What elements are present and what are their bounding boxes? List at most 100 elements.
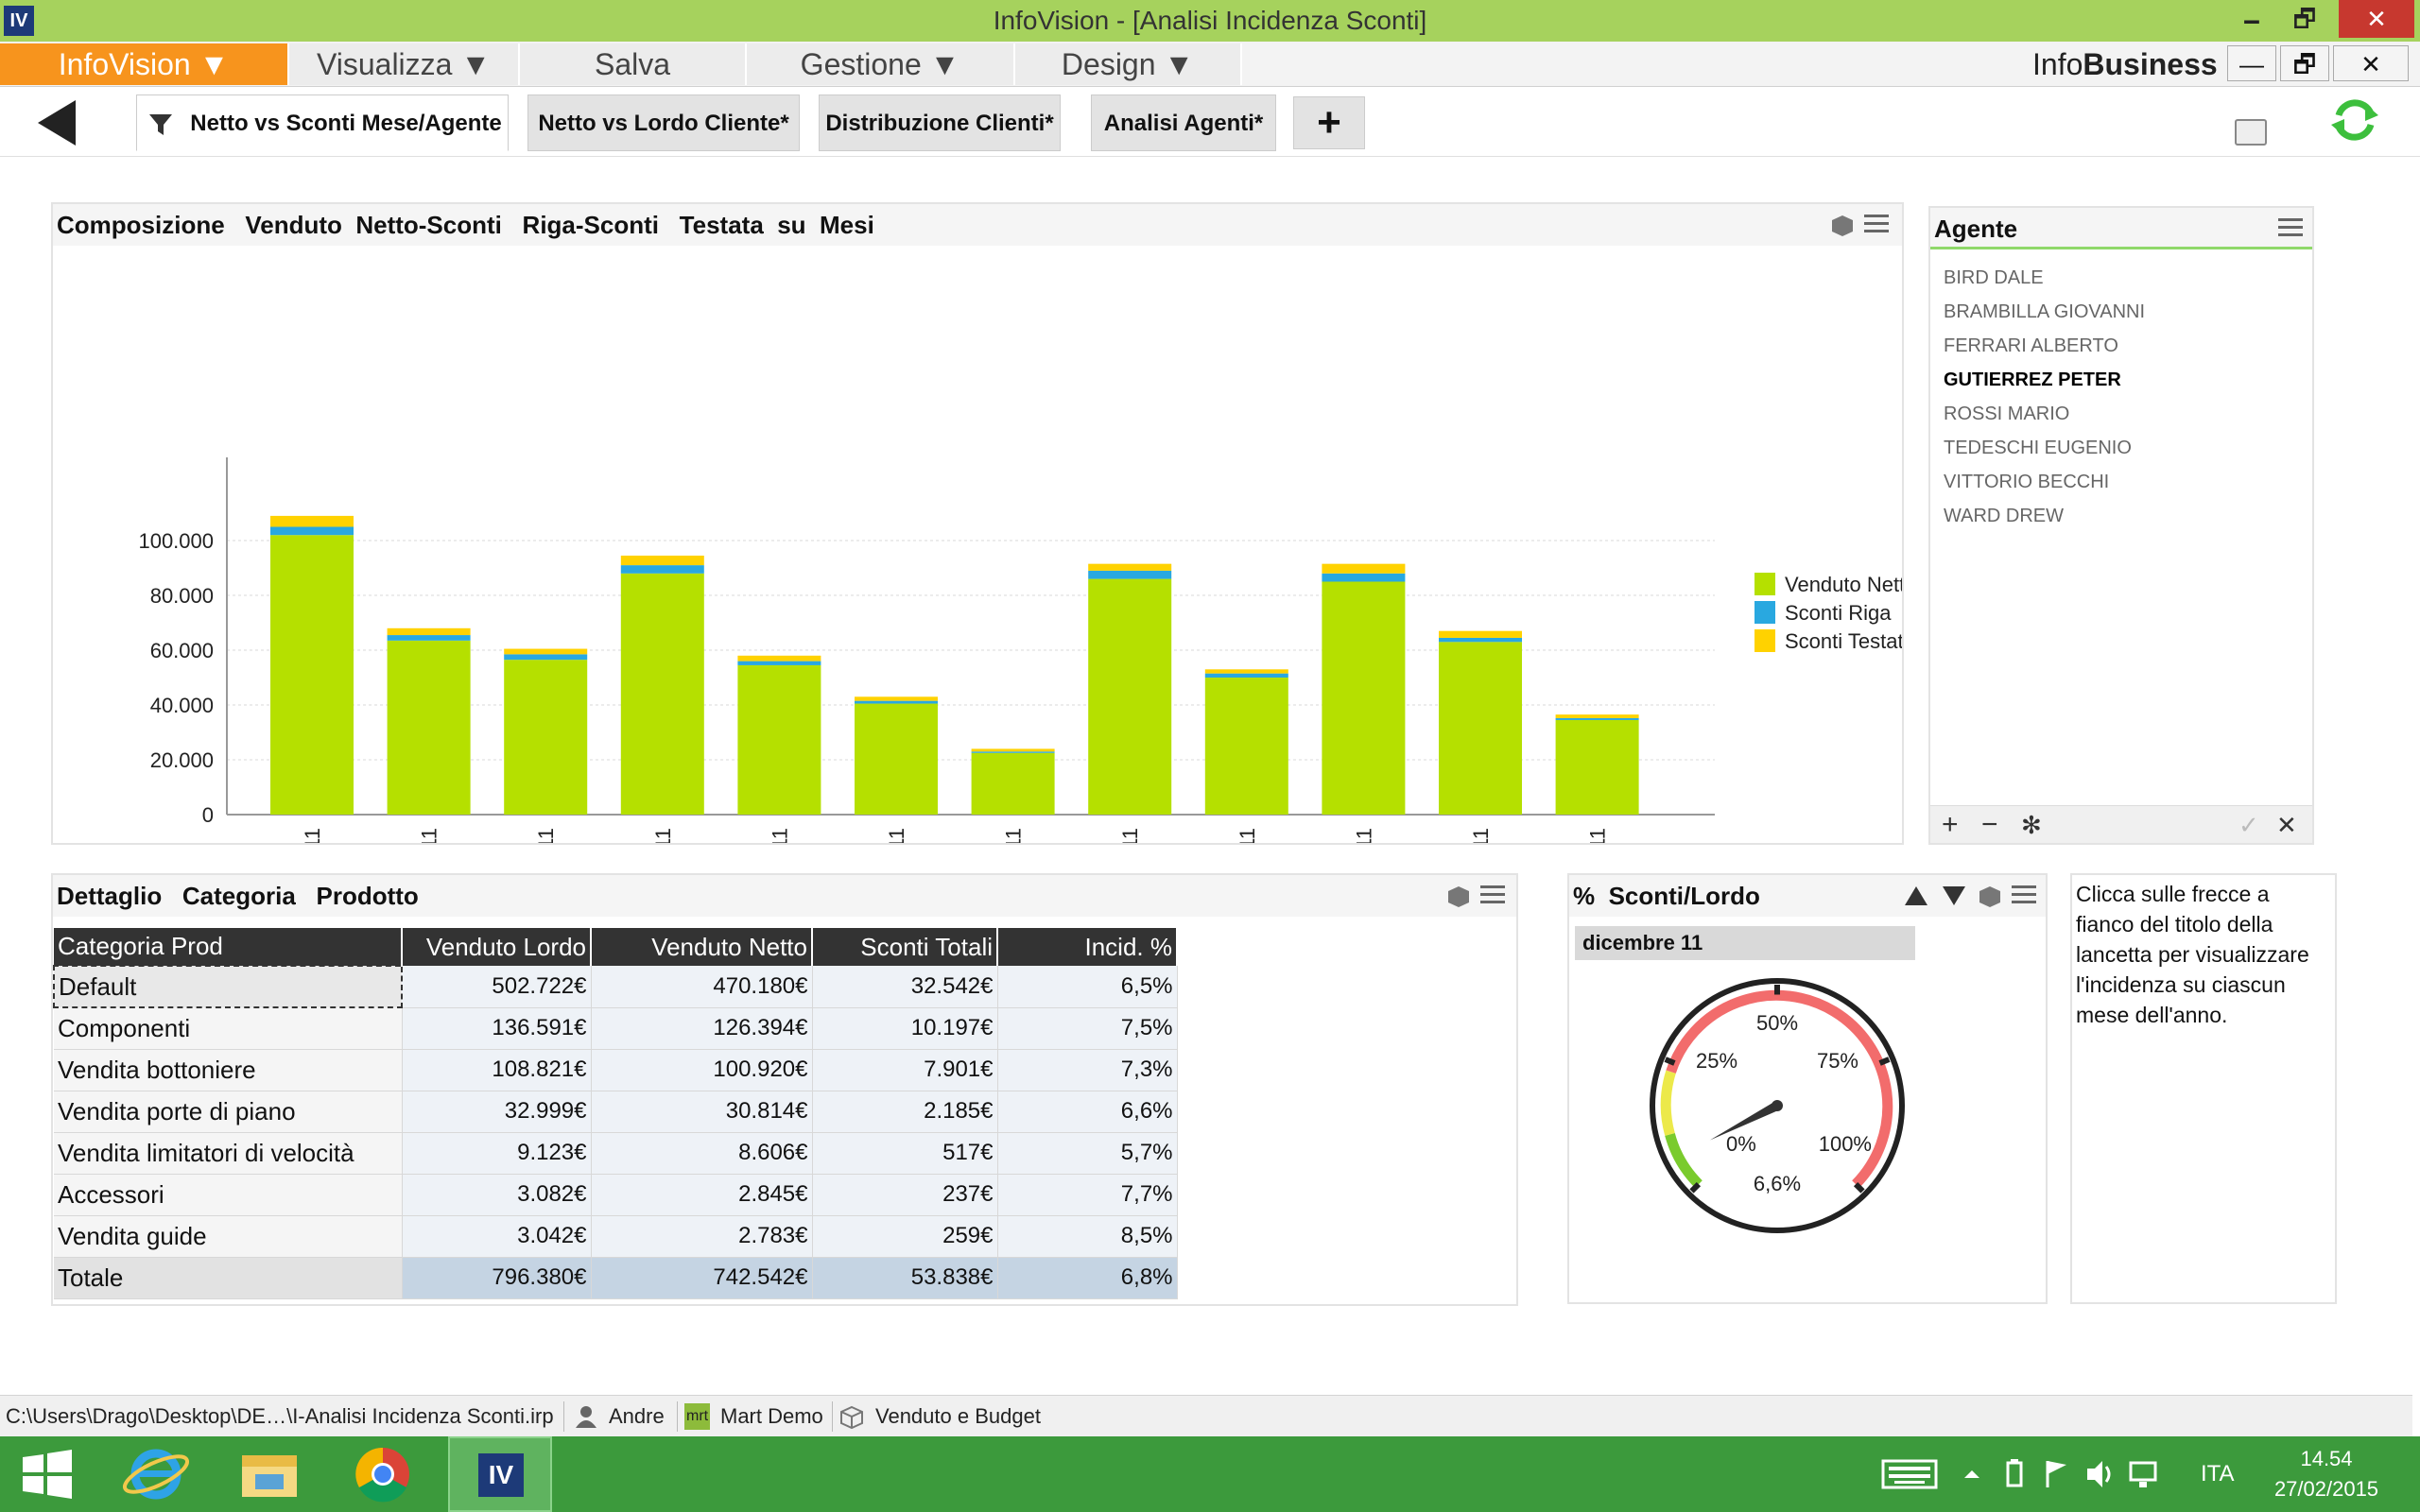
flag-icon[interactable]: [2042, 1455, 2070, 1493]
power-icon[interactable]: [2000, 1455, 2029, 1493]
gauge-tick-0: [1689, 1181, 1702, 1194]
cube-icon[interactable]: [1446, 885, 1471, 909]
category-cell[interactable]: Vendita guide: [54, 1215, 403, 1258]
confirm-icon[interactable]: ✓: [2238, 811, 2259, 839]
document-close-button[interactable]: ✕: [2333, 45, 2409, 81]
chart-menu-icon[interactable]: [1864, 210, 1889, 238]
agent-item-selected[interactable]: GUTIERREZ PETER: [1944, 369, 2121, 390]
bar-segment: [1555, 719, 1639, 815]
bar-segment: [971, 752, 1055, 815]
arrow-down-icon[interactable]: [1942, 885, 1966, 907]
column-header[interactable]: Categoria Prod: [54, 928, 403, 966]
value-cell: 502.722€: [402, 966, 592, 1008]
file-path: C:\Users\Drago\Desktop\DE…\I-Analisi Inc…: [6, 1404, 554, 1428]
bar-segment: [620, 573, 704, 815]
legend-swatch: [1754, 601, 1775, 624]
tab-netto-vs-lordo-cliente[interactable]: Netto vs Lordo Cliente*: [527, 94, 800, 151]
column-header[interactable]: Venduto Lordo: [402, 928, 592, 966]
tab-distribuzione-clienti[interactable]: Distribuzione Clienti*: [819, 94, 1061, 151]
total-cell: 742.542€: [591, 1257, 813, 1299]
tab-netto-vs-sconti[interactable]: Netto vs Sconti Mese/Agente: [136, 94, 509, 151]
volume-icon[interactable]: [2083, 1455, 2116, 1493]
gauge-tick-25: [1664, 1057, 1676, 1066]
refresh-icon[interactable]: [2329, 94, 2380, 146]
agent-menu-icon[interactable]: [2278, 214, 2303, 242]
gauge: 50% 25% 75% 0% 100% 6,6%: [1650, 978, 1905, 1233]
bar-segment: [1555, 717, 1639, 720]
back-arrow-icon[interactable]: [34, 98, 81, 147]
bar-segment: [387, 627, 471, 636]
agent-item[interactable]: VITTORIO BECCHI: [1944, 472, 2110, 492]
bar-segment: [855, 700, 938, 704]
clock[interactable]: 14.54 27/02/2015: [2265, 1444, 2388, 1504]
infovision-taskbar-button[interactable]: IV: [448, 1436, 552, 1512]
table-menu-icon[interactable]: [1480, 881, 1505, 909]
remove-icon[interactable]: −: [1981, 809, 1998, 840]
chrome-icon[interactable]: [331, 1436, 435, 1512]
document-restore-button[interactable]: 🗗: [2280, 45, 2329, 81]
x-tick-label: ottobre 11: [1352, 828, 1375, 843]
category-cell[interactable]: Vendita bottoniere: [54, 1049, 403, 1091]
bookmark-icon[interactable]: [2235, 119, 2267, 146]
legend-swatch: [1754, 629, 1775, 652]
menu-visualizza[interactable]: Visualizza ▼: [289, 43, 520, 85]
maximize-button[interactable]: 🗗: [2292, 5, 2317, 33]
agent-item[interactable]: ROSSI MARIO: [1944, 404, 2070, 424]
table-row[interactable]: Default 502.722€ 470.180€ 32.542€ 6,5%: [53, 965, 1178, 1008]
close-button[interactable]: ✕: [2339, 0, 2414, 38]
table-row[interactable]: Vendita porte di piano 32.999€ 30.814€ 2…: [54, 1091, 1178, 1133]
keyboard-icon[interactable]: [1881, 1455, 1938, 1493]
clock-date: 27/02/2015: [2273, 1477, 2379, 1501]
gauge-label-0: 0%: [1726, 1132, 1756, 1156]
category-cell[interactable]: Componenti: [54, 1007, 403, 1050]
menu-gestione[interactable]: Gestione ▼: [747, 43, 1015, 85]
tab-label: Netto vs Sconti Mese/Agente: [190, 111, 502, 136]
agent-item[interactable]: BRAMBILLA GIOVANNI: [1944, 301, 2146, 322]
cube-icon[interactable]: [1830, 214, 1855, 238]
table-row[interactable]: Vendita bottoniere 108.821€ 100.920€ 7.9…: [54, 1049, 1178, 1091]
internet-explorer-icon[interactable]: [104, 1436, 208, 1512]
agent-item[interactable]: FERRARI ALBERTO: [1944, 335, 2118, 356]
menu-design[interactable]: Design ▼: [1015, 43, 1242, 85]
minimize-button[interactable]: 🗕: [2242, 5, 2261, 33]
menu-salva[interactable]: Salva: [520, 43, 747, 85]
cube-icon[interactable]: [1978, 885, 2002, 909]
category-cell[interactable]: Vendita limitatori di velocità: [54, 1132, 403, 1175]
value-cell: 2.783€: [591, 1215, 813, 1258]
add-tab-button[interactable]: +: [1293, 96, 1365, 149]
gauge-menu-icon[interactable]: [2012, 881, 2036, 909]
clear-icon[interactable]: ✕: [2276, 811, 2297, 839]
arrow-up-icon[interactable]: [1904, 885, 1928, 907]
star-icon[interactable]: ✻: [2021, 811, 2042, 839]
table-row[interactable]: Componenti 136.591€ 126.394€ 10.197€ 7,5…: [54, 1007, 1178, 1050]
table-row[interactable]: Vendita limitatori di velocità 9.123€ 8.…: [54, 1132, 1178, 1175]
table-row[interactable]: Accessori 3.082€ 2.845€ 237€ 7,7%: [54, 1174, 1178, 1216]
category-cell[interactable]: Vendita porte di piano: [54, 1091, 403, 1133]
chevron-up-icon[interactable]: [1961, 1455, 1983, 1493]
column-header[interactable]: Venduto Netto: [591, 928, 813, 966]
document-minimize-button[interactable]: —: [2227, 45, 2276, 81]
bar-segment: [1204, 673, 1288, 678]
category-cell[interactable]: Accessori: [54, 1174, 403, 1216]
agent-item[interactable]: BIRD DALE: [1944, 267, 2044, 288]
bar-segment: [971, 751, 1055, 753]
windows-start-icon[interactable]: [0, 1436, 104, 1512]
total-cell: 53.838€: [812, 1257, 998, 1299]
tab-analisi-agenti[interactable]: Analisi Agenti*: [1091, 94, 1276, 151]
x-tick-label: settembre 11: [1236, 828, 1259, 843]
legend-swatch: [1754, 573, 1775, 595]
table-row[interactable]: Vendita guide 3.042€ 2.783€ 259€ 8,5%: [54, 1215, 1178, 1258]
x-tick-label: aprile 11: [651, 828, 675, 843]
user-name: Andre: [609, 1404, 665, 1428]
column-header[interactable]: Incid. %: [997, 928, 1178, 966]
category-cell[interactable]: Default: [53, 965, 403, 1008]
add-icon[interactable]: +: [1942, 809, 1959, 840]
file-explorer-icon[interactable]: [217, 1436, 321, 1512]
agent-item[interactable]: WARD DREW: [1944, 506, 2065, 526]
language-indicator[interactable]: ITA: [2201, 1461, 2235, 1486]
network-icon[interactable]: [2127, 1455, 2159, 1493]
column-header[interactable]: Sconti Totali: [812, 928, 998, 966]
gauge-hub: [1772, 1100, 1783, 1111]
agent-item[interactable]: TEDESCHI EUGENIO: [1944, 438, 2132, 458]
menu-infovision[interactable]: InfoVision ▼: [0, 43, 289, 85]
